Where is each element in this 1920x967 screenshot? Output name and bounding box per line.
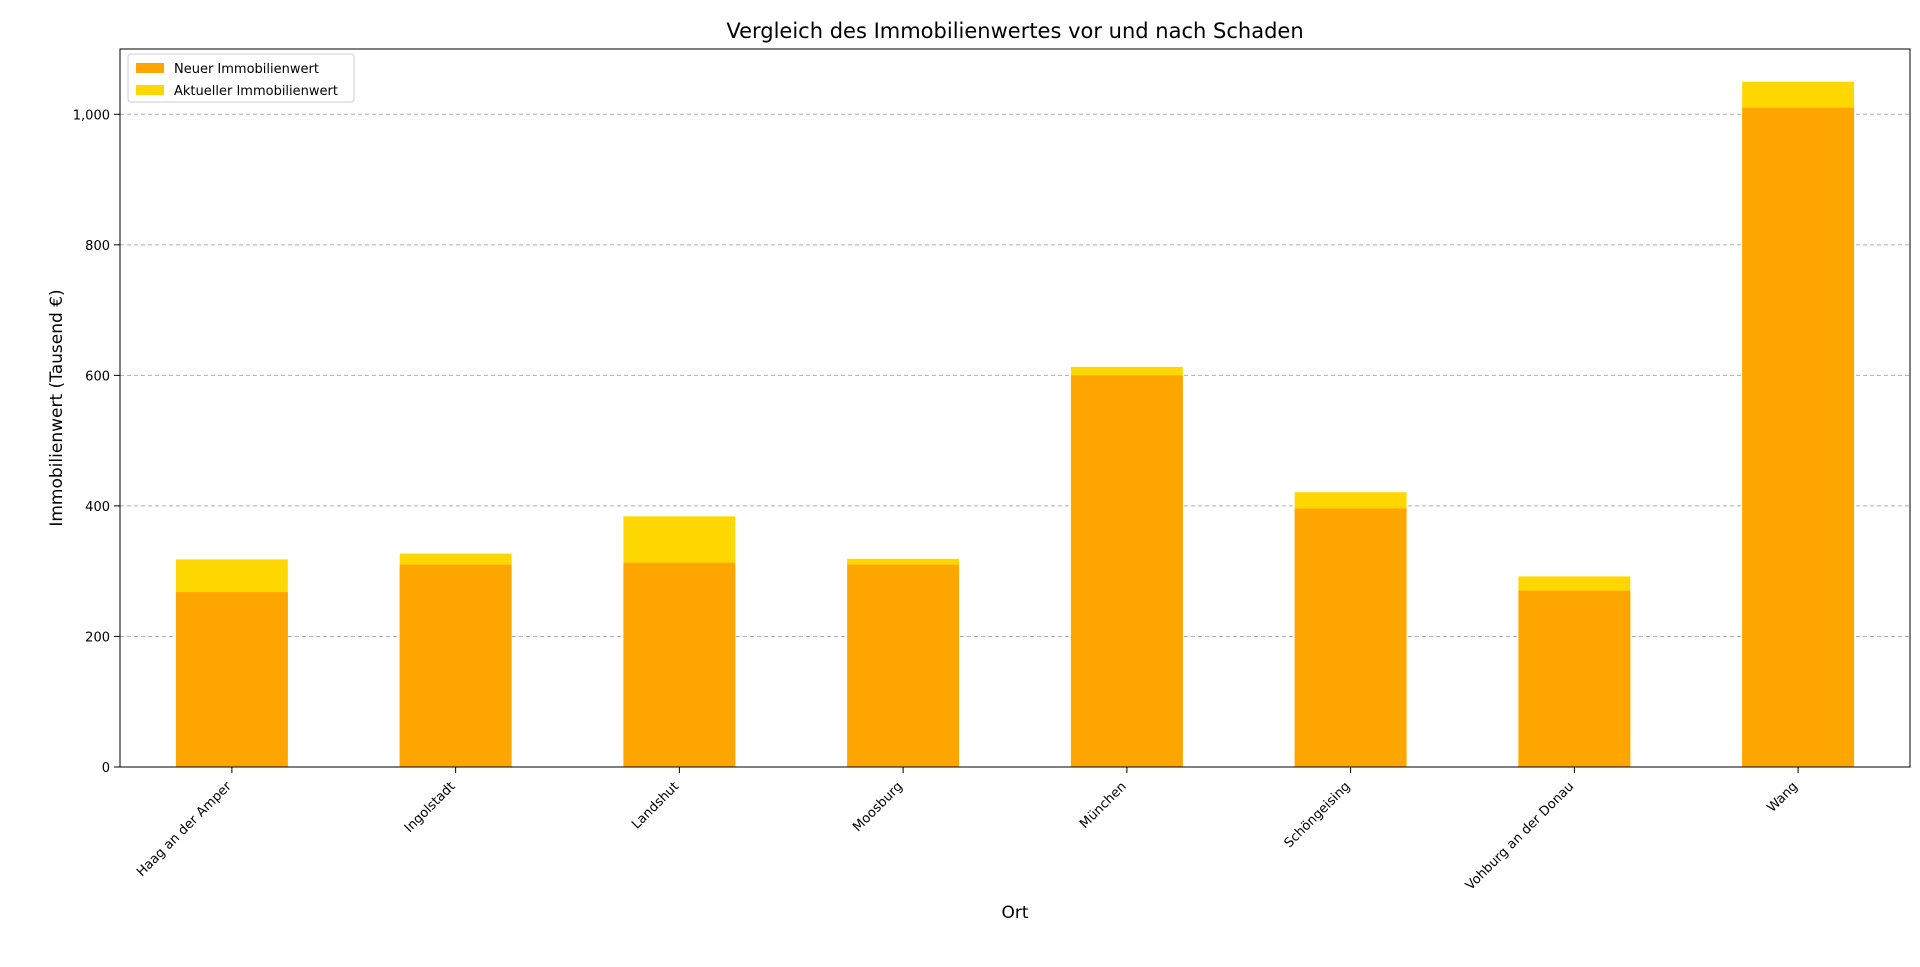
- bar-neuer-6: [1518, 590, 1631, 767]
- legend-label: Neuer Immobilienwert: [174, 62, 319, 77]
- x-tick-label: Ingolstadt: [402, 779, 459, 836]
- y-tick-label: 1,000: [73, 108, 110, 123]
- x-tick-label: Vohburg an der Donau: [1463, 779, 1577, 893]
- gridlines: [120, 113, 1910, 637]
- bar-neuer-7: [1742, 107, 1855, 767]
- x-tick-label: Schöngeising: [1282, 779, 1354, 851]
- x-tick-label: Haag an der Amper: [134, 779, 235, 880]
- y-tick-label: 400: [85, 500, 110, 515]
- y-tick-label: 600: [85, 369, 110, 384]
- bars: [175, 81, 1855, 768]
- y-tick-label: 0: [102, 761, 110, 776]
- bar-neuer-3: [847, 564, 960, 767]
- y-tick-label: 800: [85, 239, 110, 254]
- legend-label: Aktueller Immobilienwert: [174, 84, 338, 99]
- plot-frame: [119, 48, 1911, 768]
- bar-neuer-5: [1294, 508, 1407, 767]
- bar-neuer-1: [399, 564, 512, 767]
- y-tick-label: 200: [85, 630, 110, 645]
- legend-swatch: [136, 85, 164, 95]
- x-tick-label: Landshut: [629, 779, 682, 832]
- x-tick-label: Moosburg: [850, 779, 906, 835]
- legend: Neuer Immobilienwert Aktueller Immobilien…: [127, 53, 355, 103]
- x-tick-label: Wang: [1765, 779, 1801, 815]
- x-axis: Haag an der Amper Ingolstadt Landshut Moosb…: [134, 767, 1801, 893]
- bar-neuer-4: [1070, 375, 1183, 767]
- legend-swatch: [136, 63, 164, 73]
- chart-title: Vergleich des Immobilienwertes vor und n…: [726, 19, 1303, 43]
- bar-neuer-2: [623, 562, 736, 767]
- y-axis-title: Immobilienwert (Tausend €): [47, 289, 67, 526]
- legend-box: [127, 53, 355, 103]
- y-axis: 0 200 400 600 800 1,000: [73, 108, 120, 776]
- x-tick-label: München: [1077, 779, 1130, 832]
- bar-neuer-0: [175, 592, 288, 767]
- x-axis-title: Ort: [1001, 903, 1028, 923]
